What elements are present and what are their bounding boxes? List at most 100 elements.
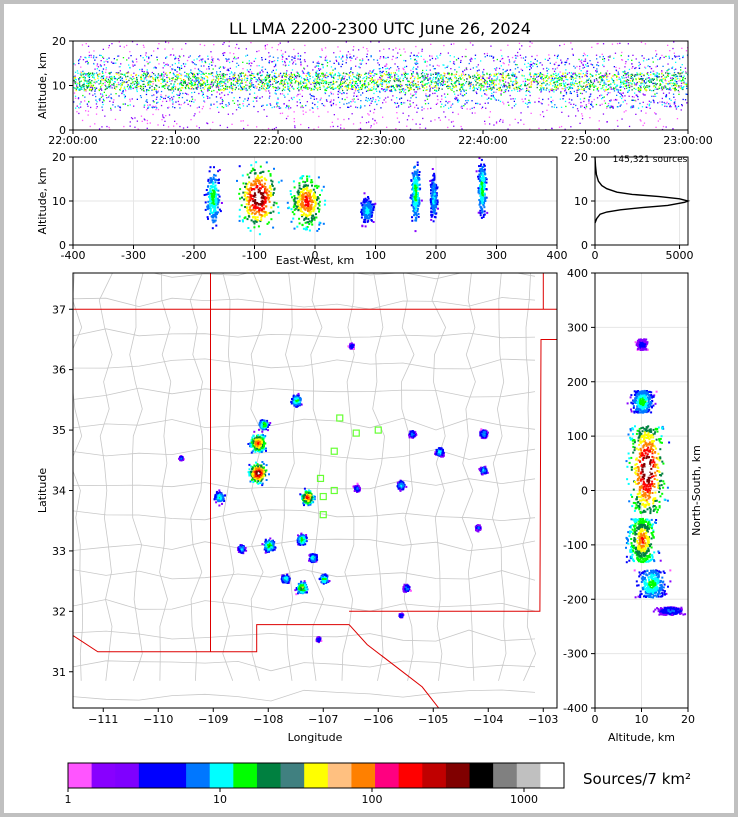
source-dot: [673, 96, 675, 98]
source-dot: [225, 105, 228, 107]
source-dot: [329, 72, 331, 74]
source-dot: [444, 81, 447, 83]
source-dot: [384, 65, 386, 67]
source-dot: [398, 105, 400, 107]
source-dot: [453, 74, 455, 76]
source-dot: [572, 72, 575, 74]
source-dot: [285, 75, 287, 77]
source-dot: [589, 76, 592, 78]
source-dot: [555, 89, 557, 91]
source-dot: [453, 61, 455, 63]
source-dot: [482, 86, 484, 88]
source-dot: [579, 77, 581, 80]
source-dot: [602, 58, 604, 60]
source-dot: [237, 85, 239, 87]
source-dot: [316, 74, 319, 76]
source-dot: [610, 100, 612, 102]
source-dot: [625, 84, 627, 87]
source-dot: [174, 62, 176, 65]
source-dot: [313, 79, 315, 82]
source-dot: [528, 86, 530, 88]
source-dot: [265, 90, 267, 92]
source-dot: [224, 74, 227, 76]
source-dot: [85, 89, 87, 91]
source-dot: [125, 90, 127, 92]
source-dot: [542, 111, 544, 113]
source-dot: [123, 81, 125, 84]
source-dot: [676, 78, 678, 80]
source-dot: [409, 100, 411, 102]
source-dot: [143, 46, 145, 48]
source-dot: [631, 76, 634, 79]
source-dot: [341, 78, 343, 80]
source-dot: [615, 99, 617, 101]
source-dot: [628, 79, 630, 81]
source-dot: [207, 87, 209, 89]
source-dot: [459, 88, 461, 90]
source-dot: [549, 62, 551, 64]
source-dot: [130, 87, 132, 89]
source-dot: [489, 88, 491, 90]
source-dot: [163, 65, 166, 67]
source-dot: [165, 63, 167, 66]
source-dot: [198, 72, 200, 74]
source-dot: [437, 84, 439, 87]
source-dot: [601, 75, 603, 77]
source-dot: [564, 89, 567, 91]
source-dot: [583, 88, 585, 90]
source-dot: [83, 88, 85, 90]
source-dot: [619, 96, 621, 98]
source-dot: [228, 102, 230, 104]
source-dot: [435, 85, 437, 87]
source-dot: [321, 103, 323, 105]
source-dot: [190, 71, 192, 74]
source-dot: [622, 83, 625, 85]
source-dot: [87, 114, 89, 116]
source-dot: [182, 80, 184, 82]
source-dot: [389, 80, 391, 82]
source-dot: [155, 84, 157, 86]
source-dot: [429, 77, 431, 79]
source-dot: [585, 86, 588, 88]
source-dot: [460, 90, 462, 92]
source-dot: [113, 75, 115, 78]
source-dot: [98, 75, 100, 78]
source-dot: [380, 74, 382, 77]
source-dot: [176, 93, 178, 96]
source-dot: [568, 63, 571, 65]
source-dot: [381, 71, 383, 74]
source-dot: [162, 85, 165, 87]
source-dot: [261, 57, 263, 59]
source-dot: [475, 102, 477, 105]
source-dot: [480, 60, 482, 62]
source-dot: [667, 75, 669, 77]
source-dot: [434, 89, 436, 91]
source-dot: [607, 88, 609, 91]
source-dot: [217, 76, 219, 78]
source-dot: [97, 66, 100, 68]
source-dot: [284, 60, 286, 63]
source-dot: [284, 83, 286, 85]
source-dot: [374, 73, 376, 75]
source-dot: [570, 72, 573, 74]
source-dot: [266, 82, 268, 84]
source-dot: [606, 106, 608, 108]
source-dot: [366, 86, 368, 88]
source-dot: [443, 80, 445, 82]
source-dot: [686, 87, 688, 90]
source-dot: [113, 99, 115, 101]
source-dot: [130, 55, 132, 57]
source-dot: [438, 79, 440, 82]
source-dot: [609, 56, 611, 58]
source-dot: [369, 99, 371, 101]
source-dot: [413, 88, 415, 91]
source-dot: [444, 73, 446, 75]
source-dot: [475, 79, 478, 81]
source-dot: [409, 128, 412, 130]
source-dot: [671, 67, 673, 69]
source-dot: [313, 98, 315, 100]
source-dot: [539, 89, 541, 91]
source-dot: [330, 81, 332, 83]
source-dot: [448, 107, 450, 109]
source-dot: [184, 75, 186, 77]
